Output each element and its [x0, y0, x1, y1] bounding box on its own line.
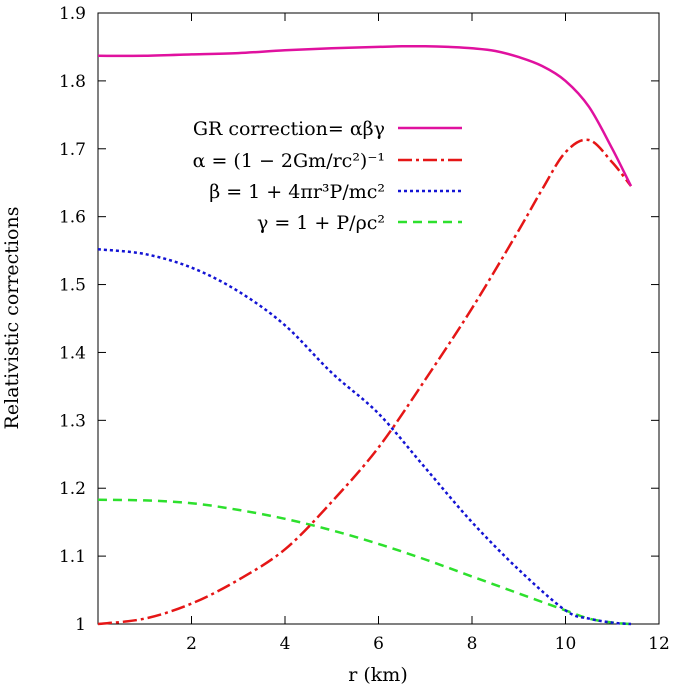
- x-tick-label: 8: [467, 634, 478, 654]
- legend-label-2: β = 1 + 4πr³P/mc²: [209, 181, 385, 203]
- legend: GR correction= αβγ α = (1 − 2Gm/rc²)⁻¹ β =…: [193, 118, 462, 234]
- x-tick-label: 2: [186, 634, 197, 654]
- x-tick-label: 10: [555, 634, 577, 654]
- y-tick-label: 1.4: [59, 343, 86, 363]
- y-axis-title: Relativistic corrections: [1, 207, 23, 430]
- y-tick-label: 1.1: [59, 547, 86, 567]
- x-axis-title: r (km): [348, 664, 407, 686]
- y-tick-label: 1.2: [59, 479, 86, 499]
- y-tick-label: 1.7: [59, 140, 86, 160]
- y-tick-label: 1.8: [59, 72, 86, 92]
- x-tick-label: 12: [648, 634, 670, 654]
- legend-label-0: GR correction= αβγ: [193, 118, 385, 140]
- x-tick-label: 4: [280, 634, 291, 654]
- legend-label-1: α = (1 − 2Gm/rc²)⁻¹: [193, 150, 385, 172]
- y-tick-label: 1: [75, 615, 86, 635]
- y-tick-label: 1.9: [59, 4, 86, 24]
- series-line-1: [97, 138, 632, 626]
- legend-label-3: γ = 1 + P/ρc²: [257, 212, 385, 234]
- axis-ticks: 1 1.1 1.2 1.3 1.4 1.5 1.6 1.7 1.8 1.9 2 4 6 8 10 12: [59, 4, 670, 654]
- y-tick-label: 1.5: [59, 276, 86, 296]
- series-line-2: [97, 248, 632, 626]
- y-tick-label: 1.6: [59, 208, 86, 228]
- series-line-0: [97, 44, 633, 187]
- series-layer: [97, 44, 633, 626]
- x-tick-label: 6: [373, 634, 384, 654]
- plot-frame: [97, 12, 660, 625]
- y-tick-label: 1.3: [59, 411, 86, 431]
- series-line-3: [97, 498, 632, 626]
